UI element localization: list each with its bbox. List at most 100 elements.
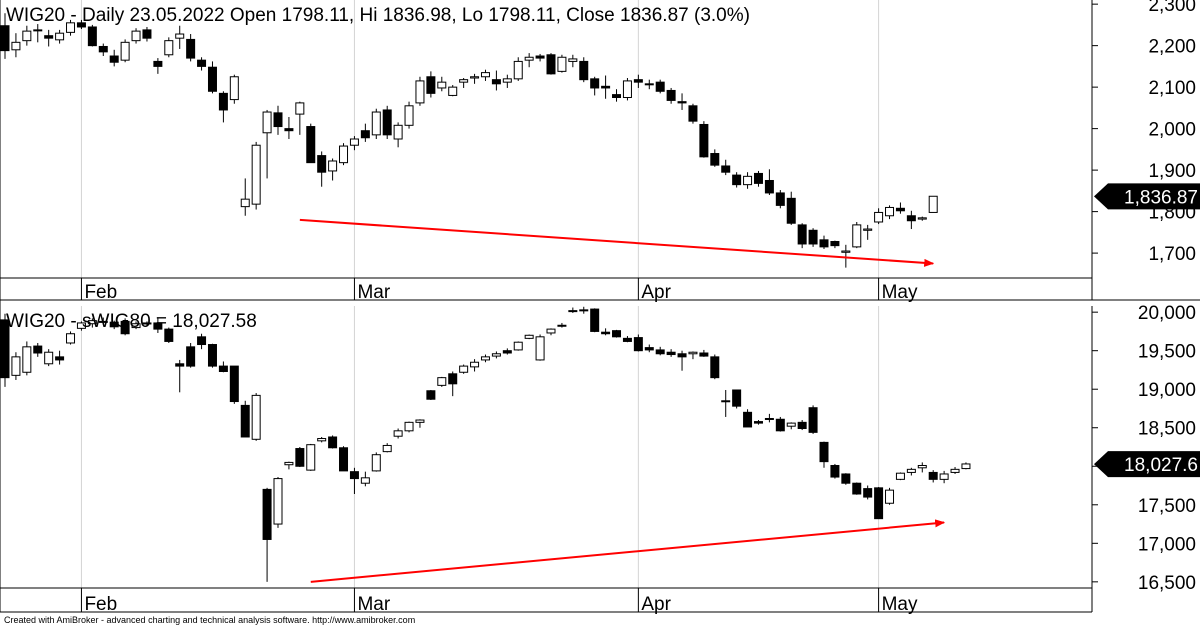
panel2-trend-arrow	[310, 519, 946, 583]
panel2-candle-up	[87, 320, 97, 325]
panel2-candle-up	[22, 346, 32, 373]
panel2-candle-up	[950, 468, 960, 473]
panel2-last-value-marker	[1094, 451, 1200, 478]
panel1-candle-down	[655, 81, 665, 92]
panel2-candle-down	[186, 346, 196, 367]
panel2-candle-up	[393, 430, 403, 437]
panel1-candle-down	[109, 55, 119, 63]
panel2-y-tick-label: 19,000	[1138, 380, 1196, 401]
panel1-candle-up	[644, 83, 654, 86]
panel1-candle-down	[633, 79, 643, 83]
panel1-candle-down	[764, 179, 774, 194]
panel1-candle-up	[66, 22, 76, 33]
panel1-candle-up	[557, 56, 567, 72]
panel1-candle-up	[437, 81, 447, 89]
panel2-candle-down	[699, 352, 709, 357]
panel2-candle-down	[753, 421, 763, 424]
panel2-candle-down	[644, 347, 654, 351]
panel1-candle-up	[524, 56, 534, 61]
panel2-candle-down	[622, 337, 632, 342]
panel2-candle-up	[66, 333, 76, 344]
panel2-candle-down	[295, 448, 305, 467]
panel2-candle-down	[98, 320, 108, 323]
panel2-candle-up	[470, 361, 480, 368]
panel2-candle-up	[404, 421, 414, 432]
panel1-candle-up	[262, 111, 272, 134]
panel2-candle-down	[229, 365, 239, 403]
panel2-candle-down	[830, 464, 840, 478]
panel2-candle-up	[546, 328, 556, 334]
panel1-candle-down	[207, 66, 217, 92]
panel1-candle-up	[295, 102, 305, 115]
panel2-candle-down	[863, 488, 873, 498]
panel1-candle-up	[120, 41, 130, 61]
panel2-candle-down	[262, 488, 272, 540]
panel2-candle-down	[808, 407, 818, 433]
panel1-candle-down	[218, 92, 228, 111]
panel1-y-tick-label: 2,100	[1148, 78, 1196, 99]
panel1-candle-up	[229, 76, 239, 101]
panel2-candle-up	[284, 461, 294, 466]
panel2-candle-down	[197, 336, 207, 346]
panel2-candle-up	[360, 477, 370, 484]
panel2-candle-up	[371, 454, 381, 472]
panel1-candle-down	[666, 89, 676, 101]
panel1-candle-down	[808, 229, 818, 245]
panel2-y-tick-label: 17,500	[1138, 496, 1196, 517]
panel2-candle-down	[743, 411, 753, 428]
panel1-candle-down	[186, 38, 196, 59]
panel2-candle-down	[775, 418, 785, 432]
panel1-candle-down	[612, 94, 622, 99]
panel1-candle-down	[273, 112, 283, 128]
panel1-y-tick-label: 2,000	[1148, 120, 1196, 141]
panel1-y-tick-label: 2,300	[1148, 0, 1196, 16]
panel1-candle-up	[393, 124, 403, 140]
panel1-candle-down	[688, 105, 698, 122]
panel1-candle-up	[863, 228, 873, 231]
panel1-candle-up	[339, 145, 349, 164]
panel2-candle-down	[502, 350, 512, 354]
panel1-candle-up	[131, 30, 141, 42]
panel1-x-tick-label: Mar	[357, 282, 390, 303]
panel2-y-tick-label: 16,500	[1138, 573, 1196, 594]
panel1-candle-up	[852, 224, 862, 248]
panel2-candle-down	[426, 390, 436, 400]
panel2-candle-up	[961, 463, 971, 470]
panel1-candle-up	[448, 86, 458, 96]
panel1-candle-down	[44, 35, 54, 39]
panel2-candle-down	[153, 322, 163, 330]
panel1-candle-down	[98, 45, 108, 53]
panel2-candle-down	[109, 321, 119, 328]
panel1-candle-up	[502, 78, 512, 83]
panel1-candle-down	[830, 240, 840, 247]
panel1-candle-down	[142, 29, 152, 39]
panel1-candle-up	[175, 33, 185, 39]
panel1-candle-down	[153, 60, 163, 67]
panel2-candle-up	[939, 473, 949, 480]
panel1-candle-down	[491, 79, 501, 85]
panel1-candle-up	[55, 32, 65, 41]
panel2-candle-up	[317, 438, 327, 442]
panel2-candle-down	[339, 447, 349, 472]
panel1-candle-up	[743, 175, 753, 186]
panel2-candle-up	[76, 322, 86, 329]
panel1-candle-up	[164, 40, 174, 56]
panel2-candle-up	[131, 323, 141, 329]
panel2-candle-down	[120, 320, 130, 335]
panel2-candle-down	[841, 473, 851, 484]
panel2-x-tick-label: May	[882, 594, 918, 615]
panel2-candle-up	[513, 341, 523, 351]
panel2-candle-up	[786, 422, 796, 427]
panel2-candle-down	[349, 471, 359, 480]
panel2-candle-down	[328, 436, 338, 449]
panel1-candle-up	[459, 79, 469, 83]
panel1-candle-down	[360, 130, 370, 139]
panel2-chart-title: WIG20 - sWIG80 = 18,027.58	[6, 311, 257, 332]
panel1-candle-down	[906, 215, 916, 222]
panel1-candle-up	[622, 80, 632, 99]
panel2-candle-down	[655, 349, 665, 355]
panel1-x-tick-label: Feb	[84, 282, 117, 303]
panel1-candle-up	[33, 29, 43, 32]
panel2-candle-up	[885, 489, 895, 504]
panel1-candle-down	[87, 26, 97, 47]
